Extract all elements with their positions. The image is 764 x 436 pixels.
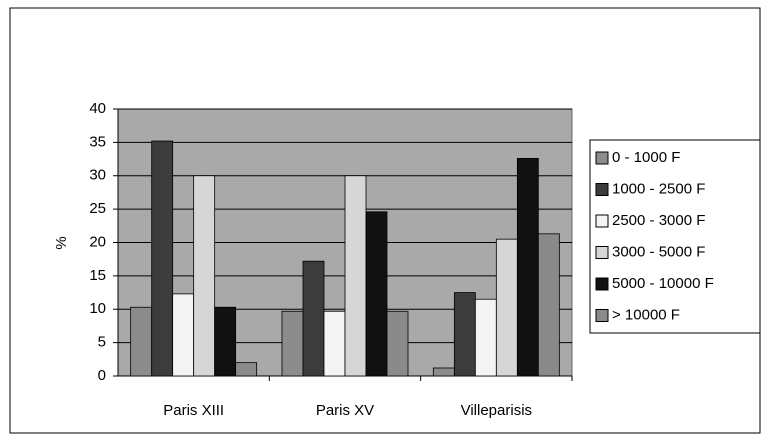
- bar: [453, 292, 476, 377]
- y-tick-label: 20: [89, 233, 106, 250]
- bar: [323, 310, 346, 377]
- bar: [214, 306, 237, 377]
- x-tick-label: Villeparisis: [461, 402, 532, 419]
- bar: [151, 140, 174, 377]
- bar: [386, 310, 409, 377]
- y-tick-label: 5: [98, 334, 106, 351]
- legend-swatch: [595, 183, 609, 196]
- y-tick-label: 10: [89, 300, 106, 317]
- legend-swatch: [595, 246, 609, 259]
- y-tick-label: 40: [89, 100, 106, 117]
- legend-label: 3000 - 5000 F: [612, 243, 705, 260]
- x-tick-label: Paris XV: [316, 402, 374, 419]
- bar: [537, 233, 560, 377]
- legend-swatch: [595, 151, 609, 165]
- legend-label: 0 - 1000 F: [612, 149, 680, 166]
- legend-swatch: [595, 214, 609, 228]
- y-tick-label: 0: [98, 367, 106, 384]
- bar: [193, 175, 216, 377]
- bar: [235, 362, 258, 377]
- y-tick-label: 30: [89, 167, 106, 184]
- bar: [281, 310, 304, 377]
- x-tick-label: Paris XIII: [163, 402, 224, 419]
- bar: [344, 175, 367, 377]
- legend-swatch: [595, 277, 609, 291]
- y-tick-label: 35: [89, 133, 106, 150]
- bar: [302, 260, 325, 377]
- legend-label: 5000 - 10000 F: [612, 275, 714, 292]
- legend-label: 1000 - 2500 F: [612, 180, 705, 197]
- bar: [474, 298, 497, 377]
- legend-box: [589, 139, 761, 334]
- bar: [172, 293, 195, 377]
- legend-swatch: [595, 309, 609, 322]
- bar: [432, 367, 455, 377]
- bar: [495, 238, 518, 377]
- legend-label: > 10000 F: [612, 306, 680, 323]
- bar: [365, 211, 388, 377]
- bar: [130, 306, 153, 377]
- bar: [516, 157, 539, 377]
- y-tick-label: 25: [89, 200, 106, 217]
- y-axis-label: %: [53, 236, 70, 249]
- legend-label: 2500 - 3000 F: [612, 212, 705, 229]
- y-tick-label: 15: [89, 267, 106, 284]
